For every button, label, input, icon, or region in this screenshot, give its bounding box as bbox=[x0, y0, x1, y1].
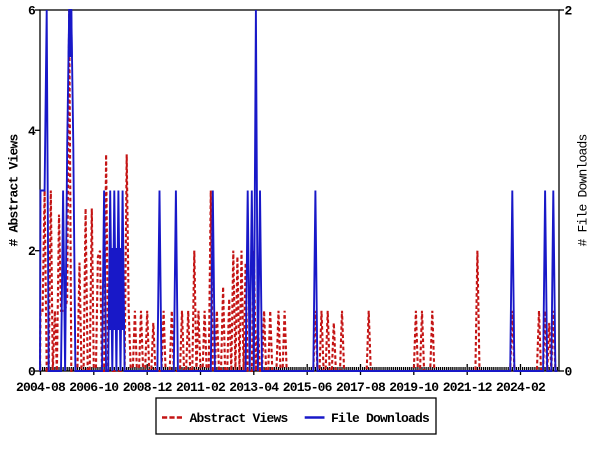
svg-text:2015-06: 2015-06 bbox=[283, 380, 333, 395]
svg-text:2004-08: 2004-08 bbox=[16, 380, 66, 395]
svg-text:2: 2 bbox=[565, 4, 573, 19]
svg-text:2013-04: 2013-04 bbox=[229, 380, 279, 395]
svg-text:2006-10: 2006-10 bbox=[69, 380, 119, 395]
svg-text:File Downloads: File Downloads bbox=[331, 411, 430, 426]
svg-text:2024-02: 2024-02 bbox=[496, 380, 546, 395]
svg-text:2011-02: 2011-02 bbox=[176, 380, 226, 395]
svg-text:2021-12: 2021-12 bbox=[443, 380, 493, 395]
svg-text:0: 0 bbox=[28, 365, 36, 380]
svg-text:# Abstract Views: # Abstract Views bbox=[7, 134, 22, 247]
svg-text:# File Downloads: # File Downloads bbox=[576, 135, 591, 247]
svg-text:4: 4 bbox=[28, 124, 36, 139]
svg-text:6: 6 bbox=[28, 4, 36, 19]
svg-text:0: 0 bbox=[565, 365, 573, 380]
svg-text:2019-10: 2019-10 bbox=[389, 380, 439, 395]
svg-text:Abstract Views: Abstract Views bbox=[190, 411, 289, 426]
svg-text:2: 2 bbox=[28, 244, 36, 259]
svg-text:2017-08: 2017-08 bbox=[336, 380, 386, 395]
svg-text:2008-12: 2008-12 bbox=[123, 380, 173, 395]
